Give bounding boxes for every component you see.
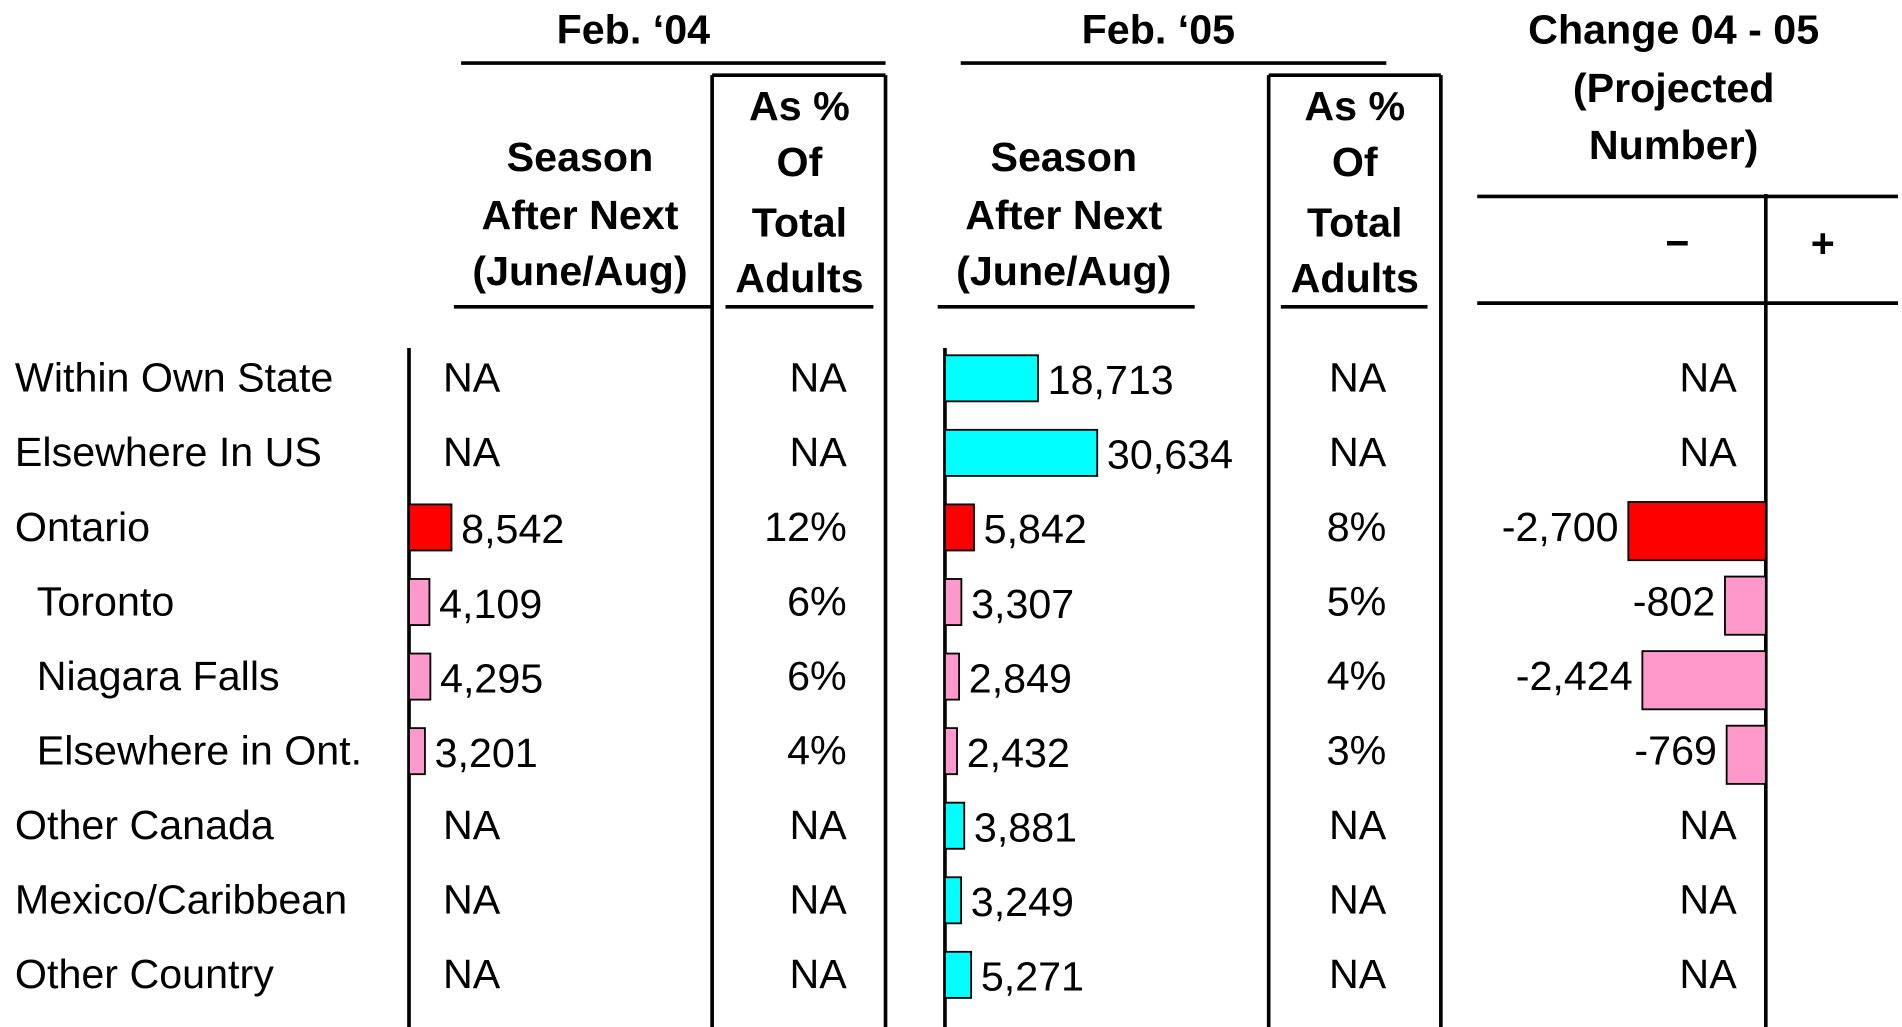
group-header: (Projected [1573,65,1775,111]
value-label: 4,295 [440,655,543,701]
pct-label: NA [1329,429,1387,475]
value-label: 3,249 [971,879,1074,925]
value-label: 4,109 [439,581,542,627]
group-header: Feb. ‘04 [557,7,711,53]
column-header: Adults [735,255,863,301]
bar [944,652,961,701]
bar [944,876,962,925]
row-label: Ontario [15,504,150,550]
pct-label: 8% [1327,504,1387,550]
value-label: NA [443,877,501,923]
column-header: After Next [965,192,1162,238]
column-header: Total [1307,199,1402,245]
pct-label: 6% [787,578,847,624]
value-label: 5,842 [984,506,1087,552]
bar [944,354,1039,403]
pct-label: NA [1329,355,1387,401]
pct-label: NA [789,951,847,997]
column-header: As % [749,83,850,129]
row-label: Other Canada [15,802,274,848]
change-label: NA [1679,802,1737,848]
pct-label: 12% [764,504,847,550]
pct-label: NA [1329,802,1387,848]
column-header: Season [990,134,1137,180]
pct-label: 5% [1327,578,1387,624]
change-bar [1641,650,1767,711]
column-header: (June/Aug) [956,248,1171,294]
row-label: Mexico/Caribbean [15,877,347,923]
bar [944,503,975,552]
bar [944,428,1099,477]
column-header: (June/Aug) [472,248,687,294]
bar [408,727,426,776]
row-label: Toronto [37,578,174,624]
value-label: 8,542 [461,506,564,552]
pct-label: 6% [787,653,847,699]
pct-label: NA [789,429,847,475]
change-label: -2,700 [1502,504,1619,550]
pct-label: NA [1329,877,1387,923]
column-header: After Next [481,192,678,238]
column-header: Season [507,134,654,180]
plus-header: + [1811,220,1835,266]
bar [944,950,973,999]
change-label: NA [1679,951,1737,997]
change-label: -2,424 [1516,653,1633,699]
column-header: Of [1332,139,1378,185]
value-label: NA [443,951,501,997]
bar [944,727,958,776]
pct-label: NA [789,802,847,848]
change-label: NA [1679,355,1737,401]
pct-label: NA [789,877,847,923]
change-label: -769 [1634,727,1717,773]
row-label: Niagara Falls [37,653,280,699]
pct-label: 3% [1327,727,1387,773]
value-label: 18,713 [1048,357,1174,403]
value-label: 5,271 [981,954,1084,1000]
pct-label: NA [789,355,847,401]
column-header: Of [777,139,823,185]
row-label: Other Country [15,951,274,997]
change-label: -802 [1633,578,1716,624]
row-label: Elsewhere In US [15,429,322,475]
pct-label: NA [1329,951,1387,997]
column-header: Adults [1291,255,1419,301]
value-label: NA [443,355,501,401]
value-label: NA [443,429,501,475]
change-bar [1724,575,1767,636]
value-label: 2,849 [969,655,1072,701]
change-label: NA [1679,429,1737,475]
pct-label: 4% [1327,653,1387,699]
column-header: Total [752,199,847,245]
group-header: Number) [1589,122,1758,168]
group-header: Feb. ‘05 [1082,7,1235,53]
value-label: 3,201 [435,730,538,776]
column-header: As % [1304,83,1405,129]
group-header: Change 04 - 05 [1528,7,1819,53]
value-label: 30,634 [1107,432,1233,478]
change-label: NA [1679,877,1737,923]
value-label: 3,881 [974,804,1077,850]
bar [408,503,453,552]
bar [944,578,963,626]
minus-header: − [1665,220,1689,266]
bar [408,578,431,626]
bar [944,801,966,850]
value-label: 2,432 [967,730,1070,776]
value-label: NA [443,802,501,848]
row-label: Within Own State [15,355,333,401]
change-bar [1725,724,1767,785]
bar [408,652,432,701]
change-bar [1627,501,1767,562]
value-label: 3,307 [971,581,1074,627]
pct-label: 4% [787,727,847,773]
row-label: Elsewhere in Ont. [37,727,362,773]
